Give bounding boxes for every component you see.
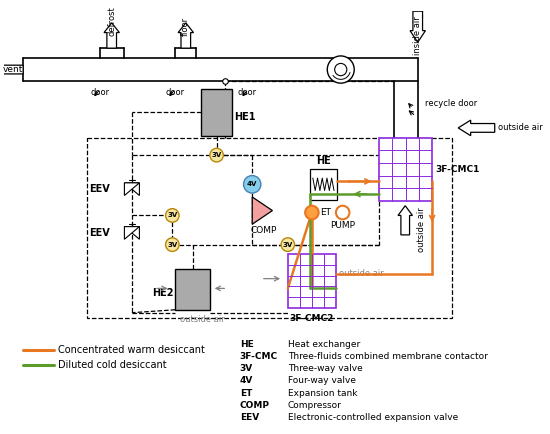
Text: Four-way valve: Four-way valve: [288, 376, 356, 385]
Text: Electronic-controlled expansion valve: Electronic-controlled expansion valve: [288, 413, 458, 422]
Text: Three-way valve: Three-way valve: [288, 364, 362, 373]
Text: floor: floor: [182, 16, 190, 36]
Polygon shape: [124, 183, 139, 195]
Bar: [379, 138, 432, 201]
Text: PUMP: PUMP: [330, 221, 355, 230]
Text: 4V: 4V: [247, 181, 257, 187]
Text: vent: vent: [2, 65, 23, 74]
Bar: [175, 269, 210, 310]
Circle shape: [335, 63, 347, 76]
Polygon shape: [124, 183, 139, 195]
Polygon shape: [104, 23, 119, 48]
Text: outside air: outside air: [339, 270, 383, 278]
Text: recycle door: recycle door: [426, 99, 478, 108]
Circle shape: [166, 238, 179, 251]
Bar: [310, 169, 337, 200]
Text: door: door: [238, 89, 257, 97]
Text: ET: ET: [240, 388, 252, 398]
Circle shape: [166, 209, 179, 222]
Text: door: door: [91, 89, 109, 97]
Polygon shape: [252, 197, 272, 224]
Text: EEV: EEV: [89, 228, 110, 238]
Text: HE2: HE2: [152, 289, 173, 299]
Text: door: door: [166, 89, 185, 97]
Text: EEV: EEV: [240, 413, 259, 422]
Text: 3V: 3V: [167, 212, 178, 218]
Text: HE: HE: [316, 156, 331, 166]
Text: defrost: defrost: [107, 6, 116, 36]
Text: 3F-CMC2: 3F-CMC2: [290, 314, 334, 322]
Text: 3V: 3V: [240, 364, 253, 373]
Text: COMP: COMP: [251, 226, 277, 235]
Polygon shape: [410, 11, 426, 43]
Text: 3V: 3V: [283, 242, 293, 248]
Circle shape: [336, 206, 349, 219]
Bar: [87, 138, 453, 318]
Text: 3V: 3V: [167, 242, 178, 248]
Text: HE: HE: [240, 340, 254, 349]
Polygon shape: [124, 227, 139, 239]
Text: outside air: outside air: [180, 315, 224, 324]
Text: 3F-CMC: 3F-CMC: [240, 352, 278, 361]
Text: 4V: 4V: [240, 376, 253, 385]
Polygon shape: [458, 120, 495, 136]
Text: 3V: 3V: [211, 152, 222, 158]
Text: 3F-CMC1: 3F-CMC1: [435, 165, 480, 174]
Text: Concentrated warm desiccant: Concentrated warm desiccant: [58, 345, 205, 355]
Bar: [201, 89, 232, 136]
Text: Compressor: Compressor: [288, 401, 342, 410]
Circle shape: [281, 238, 295, 251]
Polygon shape: [124, 227, 139, 239]
Circle shape: [244, 176, 261, 193]
Text: Expansion tank: Expansion tank: [288, 388, 358, 398]
Circle shape: [327, 56, 354, 83]
Text: COMP: COMP: [240, 401, 270, 410]
Text: outside air: outside air: [498, 123, 542, 132]
Text: Three-fluids combined membrane contactor: Three-fluids combined membrane contactor: [288, 352, 488, 361]
Polygon shape: [178, 23, 194, 48]
Text: Heat exchanger: Heat exchanger: [288, 340, 360, 349]
Bar: [288, 254, 336, 308]
Text: inside air: inside air: [413, 16, 422, 55]
Circle shape: [305, 206, 318, 219]
Text: EEV: EEV: [89, 184, 110, 194]
Polygon shape: [0, 62, 23, 77]
Polygon shape: [398, 206, 412, 235]
Text: outside air: outside air: [417, 207, 426, 253]
Circle shape: [210, 148, 223, 162]
Text: HE1: HE1: [234, 112, 255, 122]
Text: ET: ET: [321, 208, 332, 217]
Text: Diluted cold desiccant: Diluted cold desiccant: [58, 360, 167, 370]
